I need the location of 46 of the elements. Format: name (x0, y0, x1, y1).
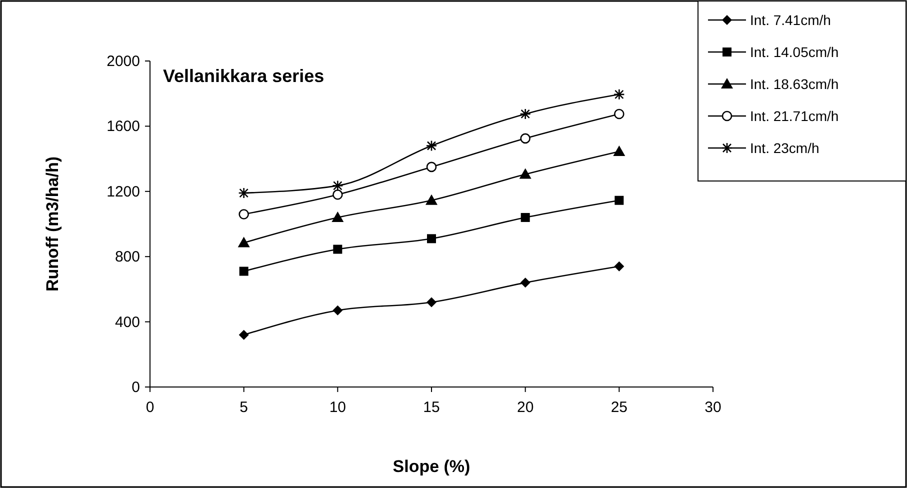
x-tick-label: 30 (704, 399, 722, 416)
legend-label: Int. 7.41cm/h (750, 12, 831, 28)
point (238, 187, 250, 199)
point (238, 330, 249, 340)
point (426, 140, 438, 152)
point (613, 145, 626, 156)
point (614, 88, 625, 100)
y-axis-title: Runoff (m3/ha/h) (43, 156, 62, 292)
point (332, 211, 344, 222)
point (520, 278, 530, 288)
x-tick-label: 10 (329, 399, 346, 416)
point (520, 212, 530, 222)
point (519, 168, 532, 179)
x-tick-label: 20 (516, 399, 534, 416)
point (614, 261, 624, 272)
point (427, 234, 436, 244)
point (238, 209, 249, 220)
x-tick-label: 0 (146, 399, 154, 416)
y-tick-label: 0 (132, 379, 140, 396)
legend-label: Int. 21.71cm/h (750, 108, 839, 124)
point (614, 196, 624, 205)
x-tick-label: 15 (423, 399, 440, 416)
y-tick-label: 1600 (106, 118, 140, 136)
point (426, 194, 438, 205)
point (332, 180, 344, 192)
legend-label: Int. 14.05cm/h (750, 44, 839, 60)
legend-label: Int. 23cm/h (750, 140, 820, 156)
point (520, 133, 530, 144)
point (520, 108, 531, 120)
point (332, 190, 343, 200)
x-axis-title: Slope (%) (392, 457, 470, 476)
y-tick-label: 1200 (106, 183, 140, 200)
legend-label: Int. 18.63cm/h (750, 76, 839, 92)
y-tick-label: 400 (114, 314, 140, 331)
point (238, 236, 250, 248)
x-tick-label: 5 (240, 399, 248, 416)
point (426, 162, 437, 172)
y-tick-label: 800 (114, 248, 140, 266)
point (239, 266, 248, 276)
x-tick-label: 25 (610, 399, 628, 416)
y-tick-label: 2000 (106, 53, 140, 70)
point (614, 108, 624, 120)
chart-title: Vellanikkara series (163, 66, 324, 86)
point (332, 305, 343, 316)
point (333, 244, 342, 254)
point (426, 297, 436, 308)
